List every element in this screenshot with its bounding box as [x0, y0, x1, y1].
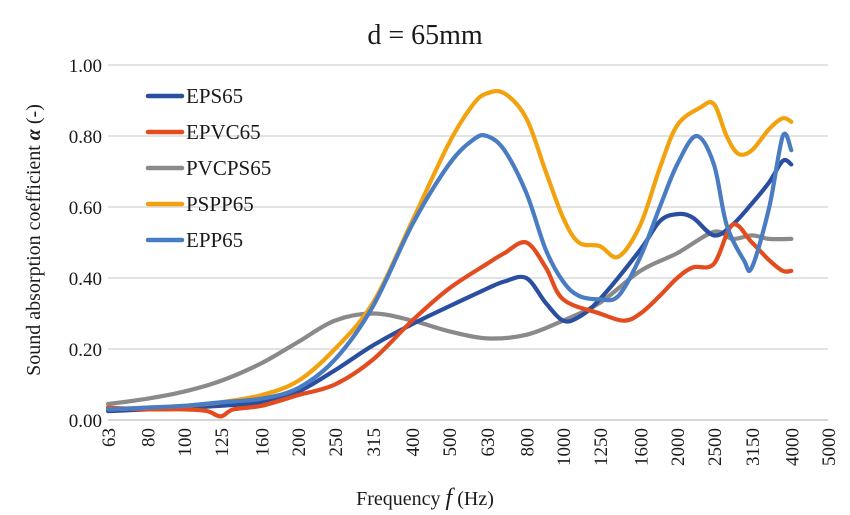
series-line-pspp65 — [105, 89, 794, 412]
x-tick-label: 500 — [440, 428, 461, 457]
x-tick-label: 1600 — [631, 428, 652, 466]
x-tick-label: 80 — [138, 428, 159, 447]
series-lines — [105, 89, 794, 419]
x-tick-label: 630 — [478, 428, 499, 457]
y-tick-label: 0.60 — [69, 198, 102, 219]
x-tick-label: 125 — [212, 428, 233, 457]
y-tick-label: 0.40 — [69, 269, 102, 290]
x-tick-labels: 63 80 100 125 160 200 250 315 400 500 630 800 1000 12… — [99, 428, 840, 466]
x-axis-label: Frequency f (Hz) — [356, 485, 494, 511]
legend-label-pvcps65: PVCPS65 — [186, 156, 271, 180]
legend-label-eps65: EPS65 — [186, 84, 243, 108]
x-tick-label: 2000 — [668, 428, 689, 466]
x-tick-label: 400 — [403, 428, 424, 457]
y-tick-label: 0.00 — [69, 411, 102, 432]
y-tick-labels: 0.00 0.20 0.40 0.60 0.80 1.00 — [69, 56, 102, 432]
x-tick-label: 1000 — [554, 428, 575, 466]
y-axis-label-text: Sound absorption coefficient — [23, 140, 45, 376]
x-tick-label: 1250 — [591, 428, 612, 466]
x-tick-label: 800 — [517, 428, 538, 457]
series-line-pvcps65 — [105, 229, 794, 407]
x-tick-label: 4000 — [782, 428, 803, 466]
series-line-epp65 — [105, 131, 794, 412]
legend-label-pspp65: PSPP65 — [186, 192, 254, 216]
x-tick-label: 5000 — [819, 428, 840, 466]
legend-label-epvc65: EPVC65 — [186, 120, 261, 144]
x-axis-label-unit: (Hz) — [452, 488, 494, 510]
x-tick-label: 63 — [99, 428, 120, 447]
x-axis-label-text: Frequency — [356, 488, 445, 510]
y-tick-label: 1.00 — [69, 56, 102, 77]
gridlines — [108, 64, 828, 350]
chart-title: d = 65mm — [367, 20, 483, 51]
x-tick-label: 100 — [175, 428, 196, 457]
y-axis-label-unit: (-) — [23, 104, 45, 129]
legend-label-epp65: EPP65 — [186, 228, 243, 252]
x-tick-label: 160 — [252, 428, 273, 457]
legend: EPS65 EPVC65 PVCPS65 PSPP65 EPP65 — [145, 84, 271, 252]
x-tick-label: 200 — [289, 428, 310, 457]
x-tick-label: 250 — [326, 428, 347, 457]
x-tick-label: 315 — [364, 428, 385, 457]
y-axis-label-symbol: α — [23, 128, 45, 140]
series-line-epvc65 — [105, 222, 794, 419]
y-axis-label: Sound absorption coefficient α (-) — [23, 104, 45, 376]
y-tick-label: 0.80 — [69, 127, 102, 148]
x-tick-label: 3150 — [743, 428, 764, 466]
y-tick-label: 0.20 — [69, 340, 102, 361]
x-tick-label: 2500 — [705, 428, 726, 466]
x-axis-label-symbol: f — [446, 485, 456, 511]
